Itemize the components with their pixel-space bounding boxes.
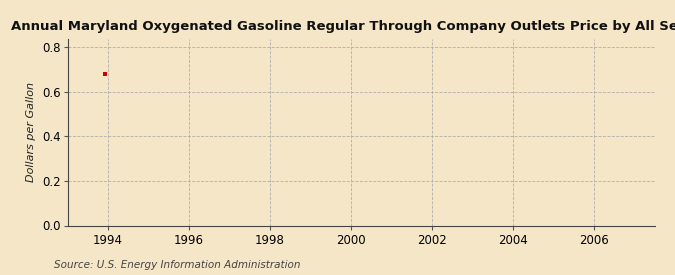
Title: Annual Maryland Oxygenated Gasoline Regular Through Company Outlets Price by All: Annual Maryland Oxygenated Gasoline Regu… (11, 20, 675, 33)
Text: Source: U.S. Energy Information Administration: Source: U.S. Energy Information Administ… (54, 260, 300, 270)
Y-axis label: Dollars per Gallon: Dollars per Gallon (26, 82, 36, 182)
